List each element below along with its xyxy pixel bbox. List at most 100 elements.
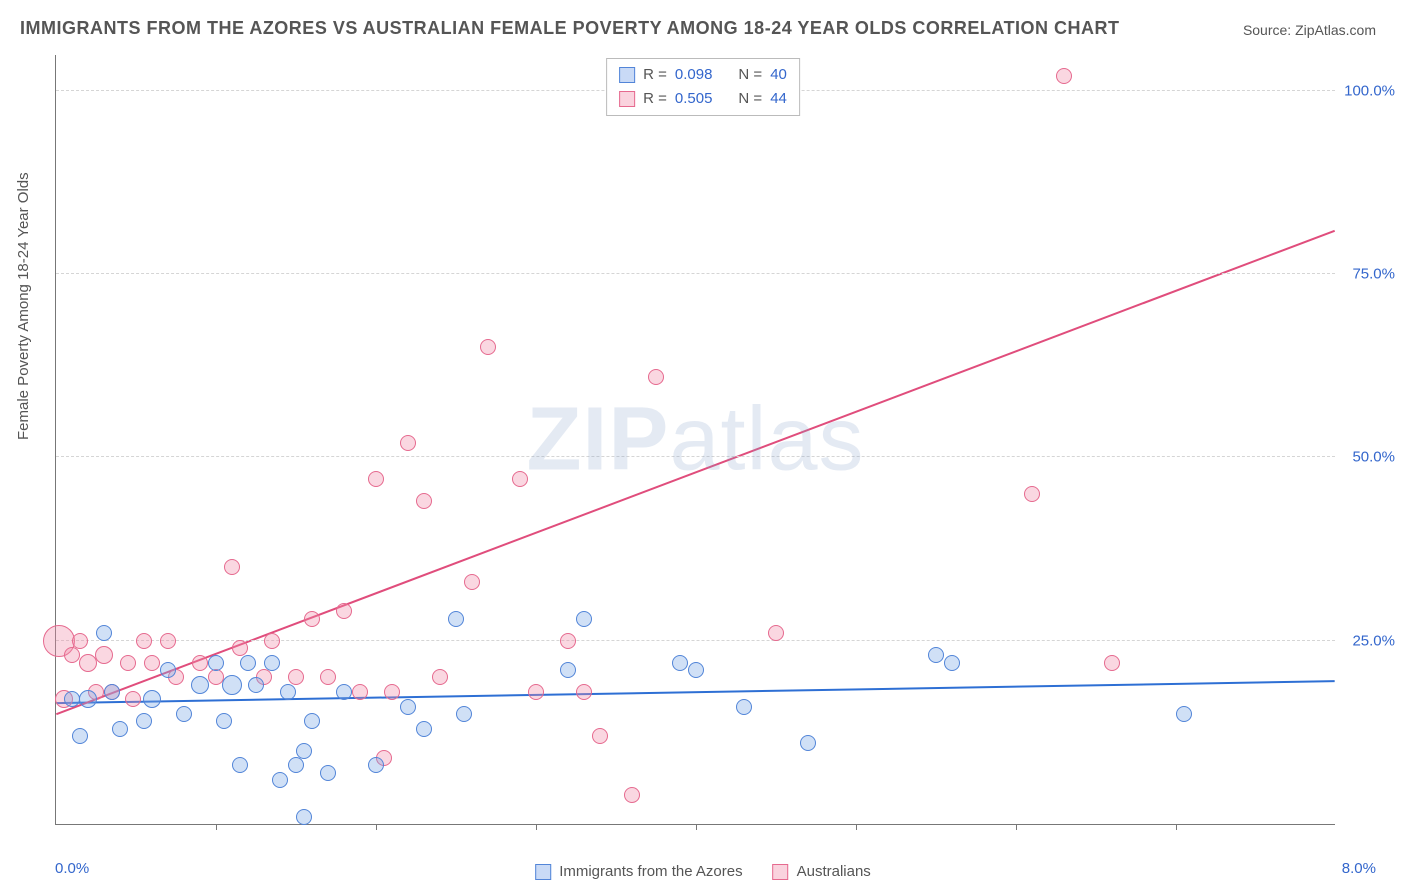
legend-r-value: 0.098 xyxy=(675,63,713,87)
legend-correlation: R = 0.098 N = 40 R = 0.505 N = 44 xyxy=(606,58,800,116)
blue-data-point xyxy=(928,647,944,663)
legend-n-label: N = xyxy=(738,87,762,111)
blue-data-point xyxy=(1176,706,1192,722)
legend-correlation-row: R = 0.098 N = 40 xyxy=(619,63,787,87)
pink-data-point xyxy=(144,655,160,671)
pink-data-point xyxy=(120,655,136,671)
blue-data-point xyxy=(112,721,128,737)
pink-data-point xyxy=(136,633,152,649)
legend-swatch xyxy=(619,91,635,107)
pink-data-point xyxy=(160,633,176,649)
pink-data-point xyxy=(64,647,80,663)
pink-data-point xyxy=(320,669,336,685)
pink-trend-line xyxy=(56,231,1334,714)
pink-data-point xyxy=(528,684,544,700)
blue-data-point xyxy=(160,662,176,678)
legend-r-label: R = xyxy=(643,87,667,111)
legend-series-label: Immigrants from the Azores xyxy=(559,863,742,880)
pink-data-point xyxy=(1024,486,1040,502)
plot-area: ZIPatlas 25.0%50.0%75.0%100.0% xyxy=(55,55,1335,825)
blue-data-point xyxy=(104,684,120,700)
blue-data-point xyxy=(368,757,384,773)
blue-data-point xyxy=(448,611,464,627)
pink-data-point xyxy=(224,559,240,575)
blue-data-point xyxy=(672,655,688,671)
pink-data-point xyxy=(1056,68,1072,84)
pink-data-point xyxy=(264,633,280,649)
trend-lines-layer xyxy=(56,55,1335,824)
pink-data-point xyxy=(336,603,352,619)
y-tick-label: 50.0% xyxy=(1340,449,1395,466)
blue-data-point xyxy=(176,706,192,722)
x-tick xyxy=(856,824,857,830)
pink-data-point xyxy=(304,611,320,627)
blue-data-point xyxy=(143,690,161,708)
blue-data-point xyxy=(416,721,432,737)
legend-correlation-row: R = 0.505 N = 44 xyxy=(619,87,787,111)
legend-n-value: 44 xyxy=(770,87,787,111)
legend-series-item: Immigrants from the Azores xyxy=(535,863,742,880)
y-tick-label: 75.0% xyxy=(1340,266,1395,283)
grid-line xyxy=(56,640,1335,641)
legend-swatch xyxy=(535,864,551,880)
blue-data-point xyxy=(296,743,312,759)
watermark-light: atlas xyxy=(669,389,864,489)
pink-data-point xyxy=(352,684,368,700)
blue-data-point xyxy=(72,728,88,744)
legend-swatch xyxy=(619,67,635,83)
pink-data-point xyxy=(560,633,576,649)
pink-data-point xyxy=(592,728,608,744)
legend-series: Immigrants from the Azores Australians xyxy=(535,863,871,880)
blue-data-point xyxy=(216,713,232,729)
blue-data-point xyxy=(280,684,296,700)
pink-data-point xyxy=(192,655,208,671)
pink-data-point xyxy=(95,646,113,664)
blue-data-point xyxy=(136,713,152,729)
pink-data-point xyxy=(624,787,640,803)
pink-data-point xyxy=(576,684,592,700)
pink-data-point xyxy=(368,471,384,487)
x-axis-min-label: 0.0% xyxy=(55,860,89,877)
blue-data-point xyxy=(222,675,242,695)
blue-data-point xyxy=(320,765,336,781)
blue-data-point xyxy=(944,655,960,671)
grid-line xyxy=(56,456,1335,457)
blue-data-point xyxy=(208,655,224,671)
source-attribution: Source: ZipAtlas.com xyxy=(1243,22,1376,38)
pink-data-point xyxy=(648,369,664,385)
blue-data-point xyxy=(576,611,592,627)
y-tick-label: 25.0% xyxy=(1340,632,1395,649)
grid-line xyxy=(56,273,1335,274)
legend-n-label: N = xyxy=(738,63,762,87)
legend-n-value: 40 xyxy=(770,63,787,87)
watermark-bold: ZIP xyxy=(526,389,669,489)
y-tick-label: 100.0% xyxy=(1340,82,1395,99)
blue-data-point xyxy=(191,676,209,694)
x-tick xyxy=(696,824,697,830)
x-tick xyxy=(1016,824,1017,830)
legend-r-value: 0.505 xyxy=(675,87,713,111)
x-tick xyxy=(536,824,537,830)
pink-data-point xyxy=(464,574,480,590)
x-tick xyxy=(1176,824,1177,830)
pink-data-point xyxy=(72,633,88,649)
pink-data-point xyxy=(512,471,528,487)
legend-series-label: Australians xyxy=(797,863,871,880)
pink-data-point xyxy=(1104,655,1120,671)
y-axis-title: Female Poverty Among 18-24 Year Olds xyxy=(15,172,32,440)
pink-data-point xyxy=(400,435,416,451)
blue-data-point xyxy=(800,735,816,751)
legend-r-label: R = xyxy=(643,63,667,87)
blue-data-point xyxy=(736,699,752,715)
x-tick xyxy=(216,824,217,830)
blue-data-point xyxy=(272,772,288,788)
pink-data-point xyxy=(232,640,248,656)
blue-data-point xyxy=(288,757,304,773)
blue-data-point xyxy=(560,662,576,678)
blue-data-point xyxy=(264,655,280,671)
pink-data-point xyxy=(288,669,304,685)
blue-data-point xyxy=(79,690,97,708)
legend-swatch xyxy=(773,864,789,880)
x-tick xyxy=(376,824,377,830)
pink-data-point xyxy=(432,669,448,685)
